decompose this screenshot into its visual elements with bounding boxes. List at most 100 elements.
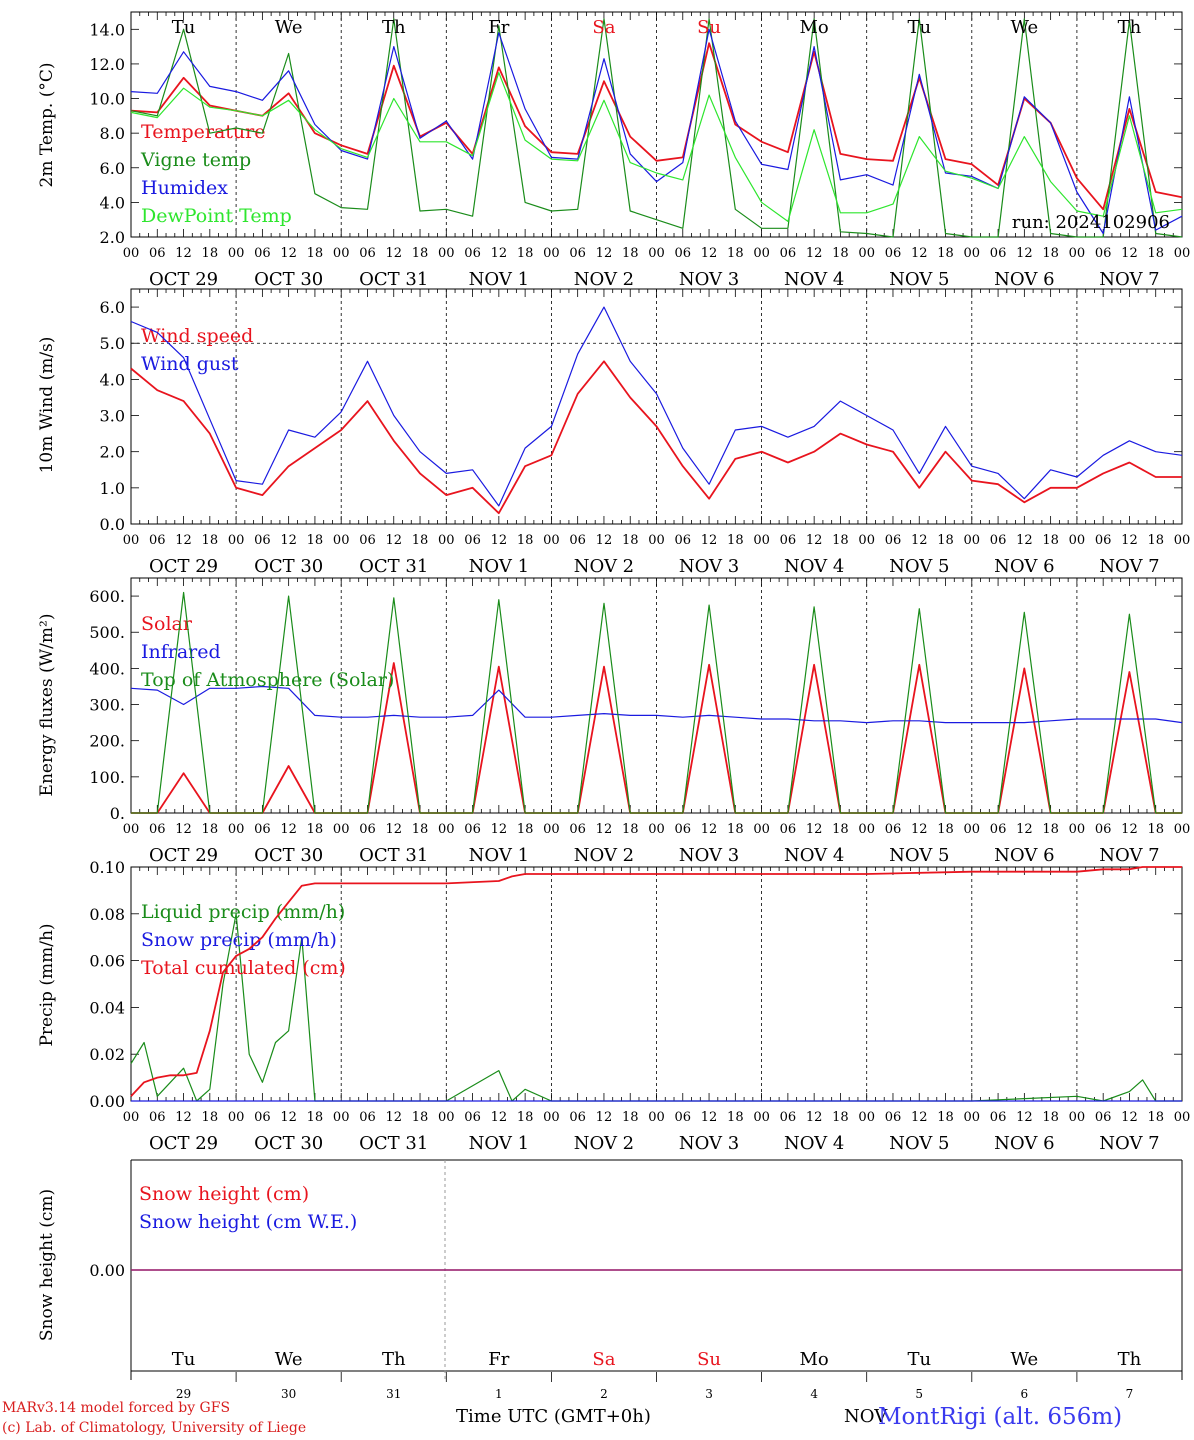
date-label: OCT 31 [359,1133,428,1154]
hour-tick-label: 00 [858,533,875,548]
y-tick-label: 0.08 [89,905,125,924]
hour-tick-label: 18 [727,1110,744,1125]
hour-tick-label: 06 [780,1110,797,1125]
hour-tick-label: 18 [1147,822,1164,837]
hour-tick-label: 12 [491,246,508,261]
series-line-humidex [130,28,1183,235]
hour-tick-label: 06 [990,246,1007,261]
credit-line-1: MARv3.14 model forced by GFS [2,1400,231,1416]
y-tick-label: 14.0 [89,20,125,39]
day-number-label: 2 [600,1387,608,1401]
y-tick-label: 6.0 [100,298,125,317]
hour-tick-label: 18 [1147,533,1164,548]
hour-tick-label: 06 [885,533,902,548]
weekday-label: Sa [592,1349,615,1370]
hour-tick-label: 06 [675,1110,692,1125]
series-line-top-of-atmosphere-solar [131,591,1182,814]
hour-tick-label: 18 [307,1110,324,1125]
day-number-label: 5 [915,1387,923,1401]
y-tick-label: 0.00 [89,1261,125,1280]
legend-entry: Temperature [141,121,265,143]
hour-tick-label: 00 [543,246,560,261]
day-number-label: 31 [386,1387,401,1401]
y-tick-label: 0.10 [89,858,125,877]
hour-tick-label: 06 [780,822,797,837]
hour-tick-label: 12 [280,822,297,837]
hour-tick-label: 06 [885,1110,902,1125]
hour-tick-label: 18 [517,1110,534,1125]
weekday-label: Sa [592,17,615,38]
hour-tick-label: 18 [937,246,954,261]
hour-tick-label: 12 [280,246,297,261]
hour-tick-label: 12 [175,533,192,548]
weekday-label: Th [1118,1349,1142,1370]
footer-month: NOV [844,1406,888,1427]
series-line-infrared [130,685,1183,724]
hour-tick-label: 00 [123,1110,140,1125]
y-axis-label: Precip (mm/h) [37,923,57,1046]
date-label: NOV 1 [469,556,529,577]
hour-tick-label: 12 [1121,1110,1138,1125]
hour-tick-label: 18 [622,822,639,837]
hour-tick-label: 12 [596,1110,613,1125]
date-label: NOV 5 [889,269,949,290]
y-tick-label: 5.0 [100,334,125,353]
hour-tick-label: 06 [464,533,481,548]
hour-tick-label: 00 [753,533,770,548]
hour-tick-label: 18 [727,822,744,837]
hour-tick-label: 06 [675,246,692,261]
weekday-label: We [275,17,303,38]
hour-tick-label: 12 [1121,822,1138,837]
date-label: OCT 30 [254,1133,323,1154]
hour-tick-label: 12 [1016,1110,1033,1125]
y-tick-label: 300. [89,696,125,715]
hour-tick-label: 18 [622,246,639,261]
hour-tick-label: 12 [596,533,613,548]
hour-tick-label: 06 [780,533,797,548]
date-label: OCT 30 [254,269,323,290]
date-label: NOV 6 [994,556,1054,577]
hour-tick-label: 18 [1147,1110,1164,1125]
y-tick-label: 600. [89,587,125,606]
date-label: NOV 1 [469,845,529,866]
hour-tick-label: 12 [491,1110,508,1125]
hour-tick-label: 12 [1121,533,1138,548]
hour-tick-label: 06 [254,822,271,837]
legend-entry: Vigne temp [140,149,251,171]
y-axis-label: 2m Temp. (°C) [37,62,57,187]
legend-entry: Top of Atmosphere (Solar) [141,669,394,691]
date-label: NOV 6 [994,845,1054,866]
hour-tick-label: 18 [1042,533,1059,548]
date-label: NOV 7 [1099,845,1159,866]
y-tick-label: 0.06 [89,952,125,971]
date-label: NOV 1 [469,1133,529,1154]
hour-tick-label: 00 [333,246,350,261]
weekday-label: Mo [800,1349,829,1370]
hour-tick-label: 00 [1069,1110,1086,1125]
hour-tick-label: 00 [648,246,665,261]
y-axis-label: Snow height (cm) [37,1189,57,1341]
hour-tick-label: 18 [727,246,744,261]
y-tick-label: 100. [89,768,125,787]
hour-tick-label: 18 [937,1110,954,1125]
weekday-label: We [1011,1349,1039,1370]
hour-tick-label: 06 [254,533,271,548]
hour-tick-label: 00 [1069,246,1086,261]
hour-tick-label: 06 [569,822,586,837]
y-tick-label: 6.0 [100,159,125,178]
hour-tick-label: 12 [385,1110,402,1125]
hour-tick-label: 18 [307,533,324,548]
hour-tick-label: 06 [254,1110,271,1125]
date-label: NOV 7 [1099,556,1159,577]
hour-tick-label: 12 [385,822,402,837]
date-label: OCT 31 [359,269,428,290]
legend-entry: Infrared [141,641,221,663]
hour-tick-label: 06 [569,533,586,548]
hour-tick-label: 18 [622,1110,639,1125]
hour-tick-label: 06 [885,246,902,261]
credit-line-2: (c) Lab. of Climatology, University of L… [2,1420,307,1436]
hour-tick-label: 18 [1147,246,1164,261]
hour-tick-label: 00 [438,822,455,837]
hour-tick-label: 06 [359,1110,376,1125]
hour-tick-label: 06 [149,822,166,837]
